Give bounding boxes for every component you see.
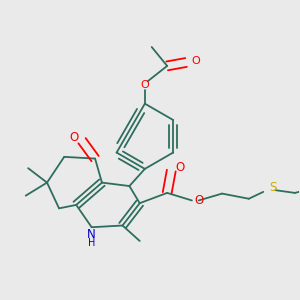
Text: O: O: [175, 161, 184, 174]
Text: H: H: [88, 238, 95, 248]
Text: O: O: [191, 56, 200, 66]
Text: O: O: [140, 80, 149, 90]
Text: O: O: [195, 194, 204, 207]
Text: N: N: [87, 228, 96, 241]
Text: S: S: [269, 181, 277, 194]
Text: O: O: [70, 131, 79, 145]
